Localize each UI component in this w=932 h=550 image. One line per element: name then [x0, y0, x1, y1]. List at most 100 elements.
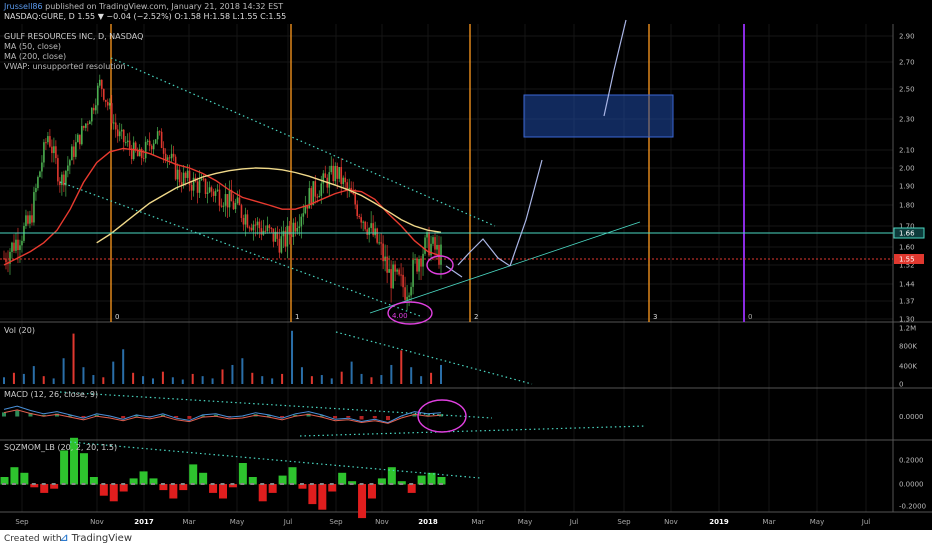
rising-trend-line	[369, 221, 641, 314]
squeeze-dot	[141, 483, 146, 485]
momentum-bar	[427, 472, 436, 485]
momentum-bar	[338, 472, 347, 485]
macd-histogram-bar	[160, 414, 165, 417]
candle-body	[308, 188, 311, 209]
candle-body	[120, 129, 123, 132]
highlight-circle	[417, 399, 467, 433]
candle-body	[370, 223, 372, 228]
candle-body	[106, 101, 109, 106]
price-tick-label: 1.44	[899, 281, 915, 289]
candle-body	[19, 245, 21, 251]
candle-body	[434, 237, 436, 250]
time-tick-label: Jul	[569, 518, 579, 526]
momentum-bar	[228, 484, 237, 488]
squeeze-dot	[389, 483, 394, 485]
volume-bar	[52, 378, 55, 384]
time-axis: Sep Nov 2017 Mar May Jul Sep Nov 2018 Mar May Jul Se…	[15, 518, 870, 526]
candle-body	[158, 131, 161, 133]
macd-histogram-bar	[187, 416, 192, 419]
candle-body	[340, 167, 343, 185]
candle-body	[428, 232, 430, 256]
candle-body	[182, 172, 185, 186]
candle-body	[268, 225, 271, 228]
candle-body	[266, 225, 269, 232]
candle-body	[33, 192, 35, 223]
projection-arrow	[457, 238, 511, 267]
macd-histogram-bar	[147, 416, 152, 418]
candle-body	[13, 242, 15, 251]
cycle-label: 0	[115, 313, 119, 321]
candle-body	[432, 237, 434, 244]
candle-body	[246, 214, 249, 228]
squeeze-dot	[369, 483, 374, 485]
macd-histogram-bar	[280, 416, 285, 418]
momentum-bar	[209, 484, 218, 493]
momentum-bar	[248, 477, 257, 485]
candle-body	[270, 227, 273, 229]
candle-body	[138, 148, 141, 157]
candle-body	[124, 142, 127, 144]
squeeze-dot	[429, 483, 434, 485]
candle-body	[368, 227, 370, 235]
candle-body	[426, 232, 428, 238]
drawings[interactable]	[0, 19, 893, 325]
momentum-bar	[179, 484, 188, 491]
tradingview-logo[interactable]: ⊿ TradingView	[60, 533, 132, 544]
momentum-bar	[219, 484, 227, 499]
candle-body	[296, 227, 299, 232]
macd-histogram-bar	[386, 416, 391, 421]
candle-body	[15, 239, 17, 251]
candle-body	[440, 244, 442, 265]
candle-body	[356, 204, 358, 216]
ma200-line	[96, 167, 442, 244]
time-tick-label: May	[810, 518, 824, 526]
squeeze-dot	[200, 483, 205, 485]
volume-bar	[300, 367, 303, 384]
candle-body	[318, 195, 321, 198]
vwap-label: VWAP: unsupported resolution	[4, 62, 126, 71]
candle-body	[254, 224, 257, 226]
volume-bar	[390, 364, 393, 384]
volume-bar	[340, 371, 343, 384]
candle-body	[236, 197, 239, 204]
author-link[interactable]: Jrussell86	[4, 2, 43, 11]
candle-body	[57, 158, 59, 182]
time-tick-label: Mar	[762, 518, 775, 526]
squeeze-dot	[329, 483, 334, 485]
squeeze-dot	[91, 483, 96, 485]
momentum-bar	[417, 475, 426, 485]
squeeze-dot	[81, 483, 86, 485]
squeeze-dot	[150, 483, 155, 485]
volume-tick-label: 1.2M	[899, 325, 916, 333]
candle-body	[416, 258, 418, 272]
momentum-bar	[70, 437, 79, 485]
candle-body	[298, 226, 301, 228]
volume-bar	[440, 364, 442, 384]
squeeze-dot	[280, 483, 285, 485]
volume-bar	[320, 375, 323, 384]
candle-body	[210, 187, 213, 192]
candle-body	[218, 189, 221, 206]
candle-body	[332, 165, 335, 182]
time-tick-label: 2017	[134, 518, 154, 526]
volume-bar	[241, 358, 244, 384]
candle-body	[176, 169, 179, 180]
volume-bar	[350, 361, 353, 384]
sqzmom-tick-label: 0.0000	[899, 481, 924, 489]
volume-bar	[430, 372, 433, 384]
candle-body	[190, 184, 193, 191]
candle-body	[248, 227, 251, 229]
candle-body	[382, 243, 384, 262]
squeeze-dot	[111, 483, 116, 485]
candle-body	[300, 216, 303, 227]
candle-body	[234, 203, 237, 210]
candle-body	[89, 121, 91, 125]
time-tick-label: Nov	[90, 518, 104, 526]
macd-histogram-bar	[2, 412, 6, 417]
candle-body	[96, 85, 99, 106]
macd-histogram-bar	[68, 415, 73, 417]
candle-body	[67, 165, 69, 171]
candle-body	[348, 187, 351, 189]
volume-bar	[72, 333, 75, 384]
